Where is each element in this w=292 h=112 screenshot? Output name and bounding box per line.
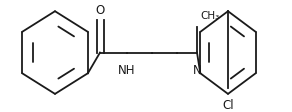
Text: Cl: Cl	[222, 98, 234, 111]
Text: CH₃: CH₃	[200, 11, 219, 20]
Text: NH: NH	[118, 63, 136, 76]
Text: N: N	[193, 63, 201, 76]
Text: O: O	[95, 4, 105, 17]
